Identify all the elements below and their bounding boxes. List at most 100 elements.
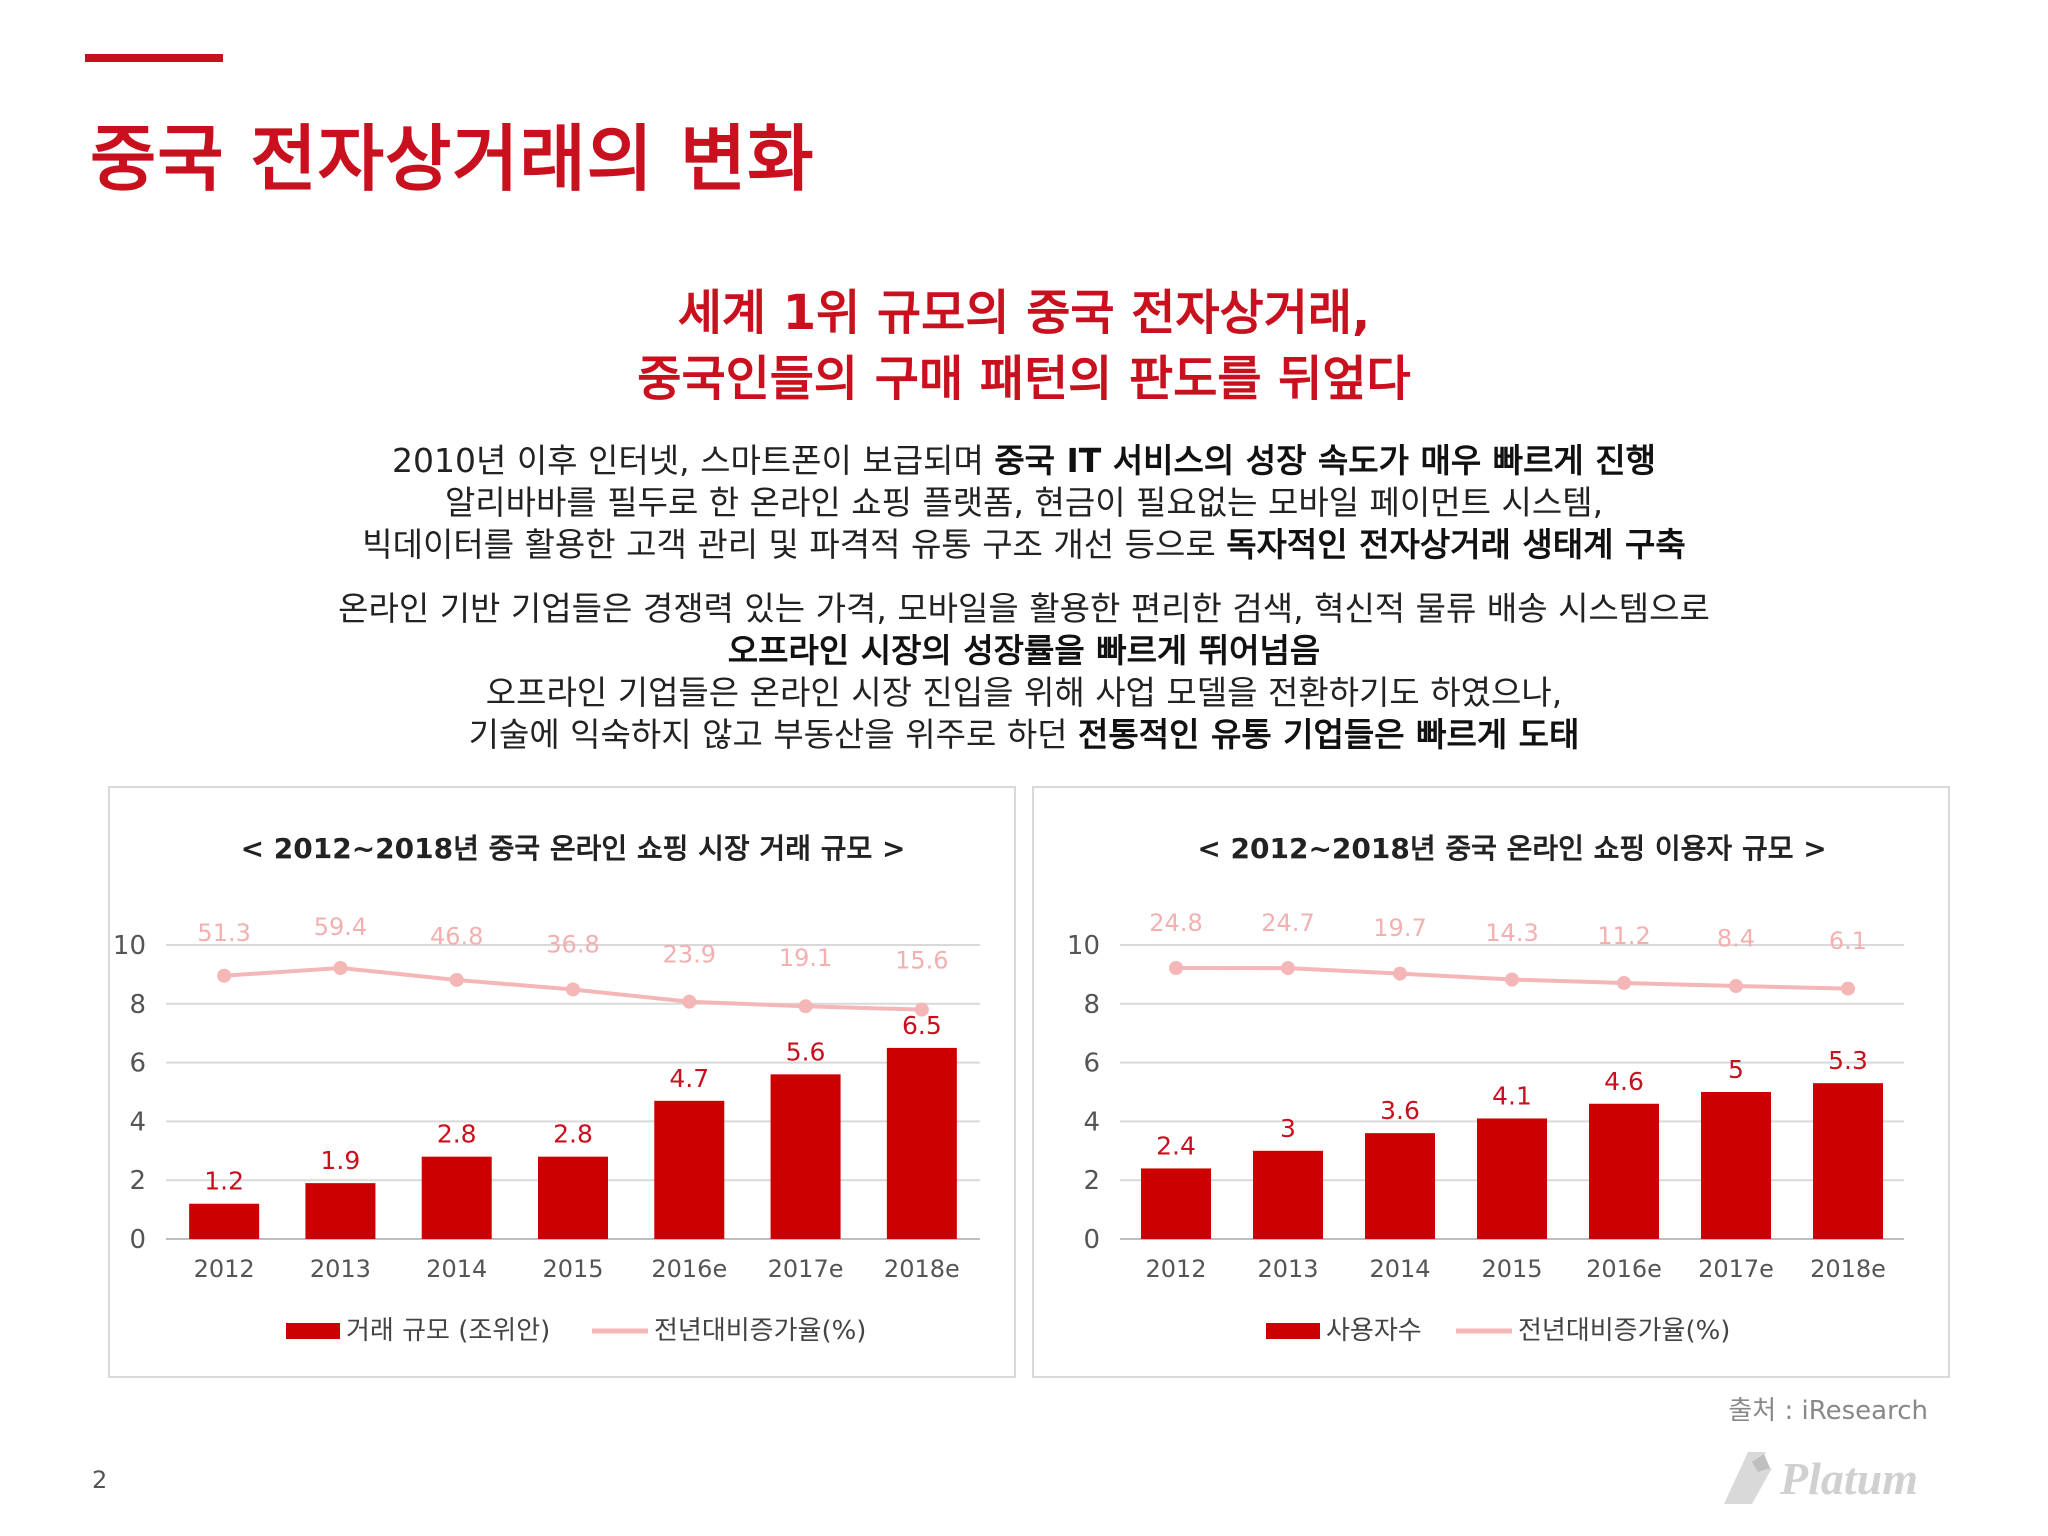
- growth-rate-point: [1617, 975, 1631, 990]
- y-tick-label: 0: [129, 1225, 146, 1255]
- growth-rate-point: [1505, 972, 1519, 987]
- growth-rate-point: [1729, 979, 1743, 994]
- bar: [1701, 1092, 1771, 1239]
- bar-value-label: 2.8: [437, 1120, 477, 1149]
- growth-rate-label: 11.2: [1597, 922, 1650, 950]
- legend-line-label: 전년대비증가율(%): [1518, 1316, 1730, 1346]
- headline-line-2: 중국인들의 구매 패턴의 판도를 뒤엎다: [637, 351, 1411, 407]
- bar: [1253, 1150, 1323, 1239]
- x-tick-label: 2015: [542, 1255, 603, 1283]
- body-line-4: 온라인 기반 기업들은 경쟁력 있는 가격, 모바일을 활용한 편리한 검색, …: [338, 589, 1710, 628]
- legend-line-label: 전년대비증가율(%): [654, 1316, 866, 1346]
- x-tick-label: 2017e: [1698, 1255, 1774, 1283]
- page-title: 중국 전자상거래의 변화: [90, 117, 815, 201]
- growth-rate-point: [1841, 981, 1855, 996]
- bar: [770, 1074, 841, 1239]
- body-line-2: 알리바바를 필두로 한 온라인 쇼핑 플랫폼, 현금이 필요없는 모바일 페이먼…: [444, 483, 1604, 522]
- x-tick-label: 2016e: [1586, 1255, 1662, 1283]
- bar: [538, 1156, 608, 1239]
- growth-rate-point: [914, 1002, 929, 1017]
- body-line-7: 기술에 익숙하지 않고 부동산을 위주로 하던 전통적인 유통 기업들은 빠르게…: [0, 714, 2048, 756]
- x-tick-label: 2015: [1481, 1255, 1542, 1283]
- y-tick-label: 8: [1083, 990, 1100, 1020]
- body-paragraph-1: 2010년 이후 인터넷, 스마트폰이 보급되며 중국 IT 서비스의 성장 속…: [0, 440, 2048, 566]
- growth-rate-label: 36.8: [546, 930, 599, 958]
- growth-rate-label: 19.1: [779, 944, 832, 972]
- logo-text: Platum: [1779, 1453, 1918, 1504]
- bar-value-label: 1.2: [204, 1167, 244, 1196]
- chart-panel-users: < 2012~2018년 중국 온라인 쇼핑 이용자 규모 > 0 2 4 6 8 10 24…: [1032, 786, 1950, 1378]
- x-tick-label: 2012: [1145, 1255, 1206, 1283]
- bar-value-label: 1.9: [321, 1146, 361, 1175]
- body-line-7-bold: 전통적인 유통 기업들은 빠르게 도태: [1078, 715, 1580, 754]
- body-line-1-bold: 중국 IT 서비스의 성장 속도가 매우 빠르게 진행: [994, 441, 1657, 480]
- bar-value-label: 2.8: [553, 1120, 593, 1149]
- growth-rate-label: 23.9: [663, 940, 716, 968]
- x-tick-label: 2018e: [1810, 1255, 1886, 1283]
- body-paragraph-2: 온라인 기반 기업들은 경쟁력 있는 가격, 모바일을 활용한 편리한 검색, …: [0, 588, 2048, 756]
- y-tick-label: 4: [129, 1107, 146, 1137]
- y-tick-label: 2: [129, 1166, 146, 1196]
- growth-rate-point: [1281, 961, 1295, 976]
- growth-rate-label: 14.3: [1485, 919, 1538, 947]
- chart-transaction-svg: < 2012~2018년 중국 온라인 쇼핑 시장 거래 규모 > 0 2 4 6 8 10…: [113, 832, 980, 1346]
- x-tick-label: 2014: [426, 1255, 487, 1283]
- body-line-3-text: 빅데이터를 활용한 고객 관리 및 파격적 유통 구조 개선 등으로: [362, 525, 1227, 564]
- x-tick-label: 2013: [310, 1255, 371, 1283]
- y-tick-label: 4: [1083, 1107, 1100, 1137]
- headline-line-1: 세계 1위 규모의 중국 전자상거래,: [677, 285, 1371, 341]
- bar-value-label: 3: [1280, 1114, 1296, 1143]
- bar: [1477, 1118, 1547, 1239]
- growth-rate-point: [1393, 966, 1407, 981]
- body-line-3: 빅데이터를 활용한 고객 관리 및 파격적 유통 구조 개선 등으로 독자적인 …: [0, 524, 2048, 566]
- bar: [1589, 1103, 1659, 1239]
- y-tick-label: 6: [1083, 1049, 1100, 1079]
- legend-bar-swatch: [1266, 1323, 1320, 1339]
- chart-users-svg: < 2012~2018년 중국 온라인 쇼핑 이용자 규모 > 0 2 4 6 8 10 24…: [1067, 832, 1904, 1346]
- growth-rate-point: [217, 968, 232, 983]
- bar: [305, 1183, 376, 1239]
- chart-title: < 2012~2018년 중국 온라인 쇼핑 이용자 규모 >: [1197, 832, 1826, 865]
- growth-rate-label: 19.7: [1373, 914, 1426, 942]
- x-tick-label: 2012: [194, 1255, 255, 1283]
- x-tick-label: 2013: [1257, 1255, 1318, 1283]
- x-tick-label: 2016e: [651, 1255, 727, 1283]
- y-tick-label: 0: [1083, 1225, 1100, 1255]
- bar: [189, 1203, 260, 1239]
- legend-bar-label: 사용자수: [1326, 1316, 1422, 1346]
- legend-bar-swatch: [286, 1323, 340, 1339]
- growth-rate-point: [449, 972, 464, 987]
- bar: [1141, 1168, 1211, 1239]
- y-tick-label: 8: [129, 990, 146, 1020]
- bar: [654, 1100, 725, 1239]
- growth-rate-label: 8.4: [1717, 925, 1755, 953]
- title-accent-bar: [85, 54, 223, 62]
- x-tick-label: 2018e: [884, 1255, 960, 1283]
- growth-rate-label: 24.8: [1149, 909, 1202, 937]
- body-line-1-text: 2010년 이후 인터넷, 스마트폰이 보급되며: [391, 441, 995, 480]
- y-tick-label: 10: [113, 931, 146, 961]
- page-number: 2: [92, 1466, 108, 1494]
- bar-value-label: 4.7: [669, 1064, 709, 1093]
- bar-value-label: 5.3: [1828, 1046, 1868, 1075]
- growth-rate-point: [682, 994, 697, 1009]
- y-tick-label: 10: [1067, 931, 1100, 961]
- bar-value-label: 6.5: [902, 1011, 942, 1040]
- growth-rate-point: [798, 999, 813, 1014]
- bar-value-label: 4.6: [1604, 1067, 1644, 1096]
- body-line-6: 오프라인 기업들은 온라인 시장 진입을 위해 사업 모델을 전환하기도 하였으…: [485, 673, 1563, 712]
- body-line-1: 2010년 이후 인터넷, 스마트폰이 보급되며 중국 IT 서비스의 성장 속…: [0, 440, 2048, 482]
- chart-panel-transaction: < 2012~2018년 중국 온라인 쇼핑 시장 거래 규모 > 0 2 4 6 8 10…: [108, 786, 1016, 1378]
- growth-rate-label: 46.8: [430, 923, 483, 951]
- source-note: 출처 : iResearch: [1728, 1396, 1928, 1426]
- body-line-3-bold: 독자적인 전자상거래 생태계 구축: [1226, 525, 1686, 564]
- growth-rate-label: 15.6: [895, 947, 948, 975]
- bar: [886, 1047, 957, 1239]
- legend-bar-label: 거래 규모 (조위안): [346, 1316, 550, 1346]
- growth-rate-label: 51.3: [197, 919, 250, 947]
- bar-value-label: 2.4: [1156, 1131, 1196, 1160]
- bar-value-label: 3.6: [1380, 1096, 1420, 1125]
- growth-rate-point: [1169, 961, 1183, 975]
- bar: [1813, 1083, 1883, 1239]
- body-line-7-text: 기술에 익숙하지 않고 부동산을 위주로 하던: [468, 715, 1079, 754]
